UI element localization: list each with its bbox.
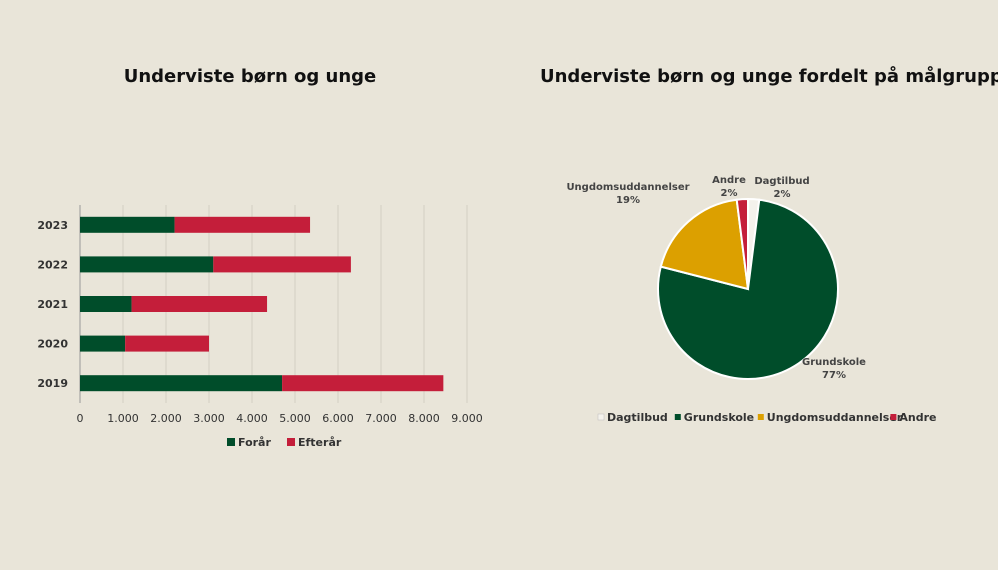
bar-segment bbox=[174, 216, 311, 233]
bar-segment bbox=[282, 375, 444, 392]
y-tick-label: 2022 bbox=[37, 258, 68, 271]
legend-label: Efterår bbox=[298, 436, 342, 449]
legend-label: Grundskole bbox=[684, 411, 754, 424]
legend-swatch bbox=[890, 414, 897, 420]
x-tick-label: 3.000 bbox=[193, 412, 225, 425]
x-tick-label: 7.000 bbox=[365, 412, 397, 425]
y-tick-label: 2021 bbox=[37, 298, 68, 311]
pie-label-value: 2% bbox=[721, 188, 738, 199]
legend-swatch bbox=[227, 438, 235, 446]
x-tick-label: 0 bbox=[77, 412, 84, 425]
legend-label: Forår bbox=[238, 436, 271, 449]
legend-label: Dagtilbud bbox=[607, 411, 668, 424]
legend-swatch bbox=[287, 438, 295, 446]
pie-label-name: Dagtilbud bbox=[754, 176, 809, 187]
pie-chart-title: Underviste børn og unge fordelt på målgr… bbox=[540, 66, 998, 87]
pie-label-name: Grundskole bbox=[802, 357, 866, 368]
legend-swatch bbox=[674, 414, 681, 420]
y-tick-label: 2020 bbox=[37, 338, 68, 351]
bar-segment bbox=[213, 256, 351, 273]
x-tick-label: 9.000 bbox=[451, 412, 483, 425]
pie-label-name: Andre bbox=[712, 175, 746, 186]
bar-segment bbox=[80, 335, 126, 352]
bar-segment bbox=[80, 216, 175, 233]
bar-segment bbox=[131, 296, 268, 312]
pie-label-name: Ungdomsuddannelser bbox=[566, 182, 689, 193]
y-tick-label: 2019 bbox=[37, 377, 68, 390]
x-tick-label: 4.000 bbox=[236, 412, 268, 425]
pie-label-value: 77% bbox=[822, 370, 846, 381]
x-tick-label: 5.000 bbox=[279, 412, 311, 425]
y-tick-label: 2023 bbox=[37, 219, 68, 232]
bar-segment bbox=[125, 335, 209, 352]
x-tick-label: 2.000 bbox=[150, 412, 182, 425]
pie-slice bbox=[659, 198, 750, 291]
pie-label-value: 2% bbox=[774, 189, 791, 200]
bar-chart-title: Underviste børn og unge bbox=[123, 66, 377, 87]
bar-segment bbox=[80, 375, 283, 392]
pie-slice bbox=[735, 197, 749, 290]
bar-segment bbox=[80, 256, 214, 273]
x-tick-label: 8.000 bbox=[408, 412, 440, 425]
x-tick-label: 1.000 bbox=[107, 412, 139, 425]
legend-label: Ungdomsuddannelser bbox=[767, 411, 903, 424]
pie-label-value: 19% bbox=[616, 195, 640, 206]
legend-swatch bbox=[597, 413, 605, 421]
legend-label: Andre bbox=[899, 411, 936, 424]
x-tick-label: 6.000 bbox=[322, 412, 354, 425]
bar-segment bbox=[80, 296, 132, 312]
legend-swatch bbox=[757, 414, 764, 420]
